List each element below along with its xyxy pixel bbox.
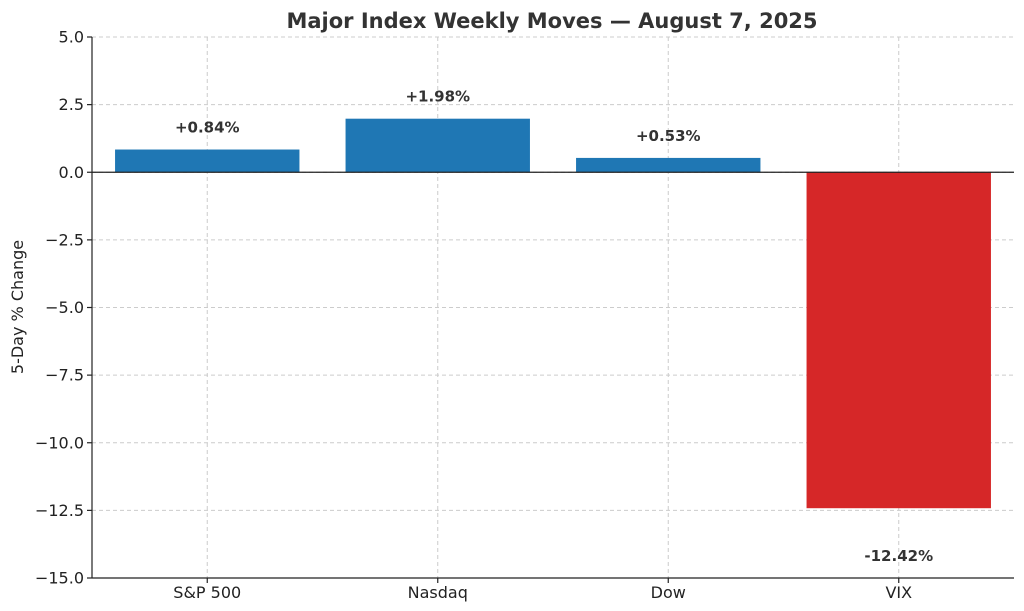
y-tick-label: 0.0 [59,163,84,182]
x-tick-label: Dow [651,583,686,602]
y-tick-label: 2.5 [59,95,84,114]
x-tick-label: VIX [885,583,912,602]
data-label: +1.98% [405,88,470,106]
bar-s-p-500 [115,149,300,173]
x-tick-label: S&P 500 [173,583,241,602]
bar-vix [806,172,991,509]
y-tick-label: 5.0 [59,28,84,47]
chart-title: Major Index Weekly Moves — August 7, 202… [286,9,817,33]
data-label: -12.42% [864,547,933,565]
data-label: +0.84% [175,119,240,137]
y-tick-label: −10.0 [35,433,84,452]
bar-nasdaq [345,118,530,173]
y-tick-label: −15.0 [35,569,84,588]
bar-layer [115,118,991,509]
bar-dow [576,157,761,173]
y-tick-label: −5.0 [45,298,84,317]
data-label: +0.53% [636,127,701,145]
y-tick-label: −2.5 [45,230,84,249]
label-layer: 5.0 2.5 0.0 −2.5 −5.0 −7.5 −10.0 −12.5 −15.0 S&P … [35,28,933,603]
y-tick-label: −7.5 [45,366,84,385]
x-tick-label: Nasdaq [408,583,468,602]
y-axis-label: 5-Day % Change [8,240,27,374]
axis-layer [87,36,1014,583]
y-tick-label: −12.5 [35,501,84,520]
